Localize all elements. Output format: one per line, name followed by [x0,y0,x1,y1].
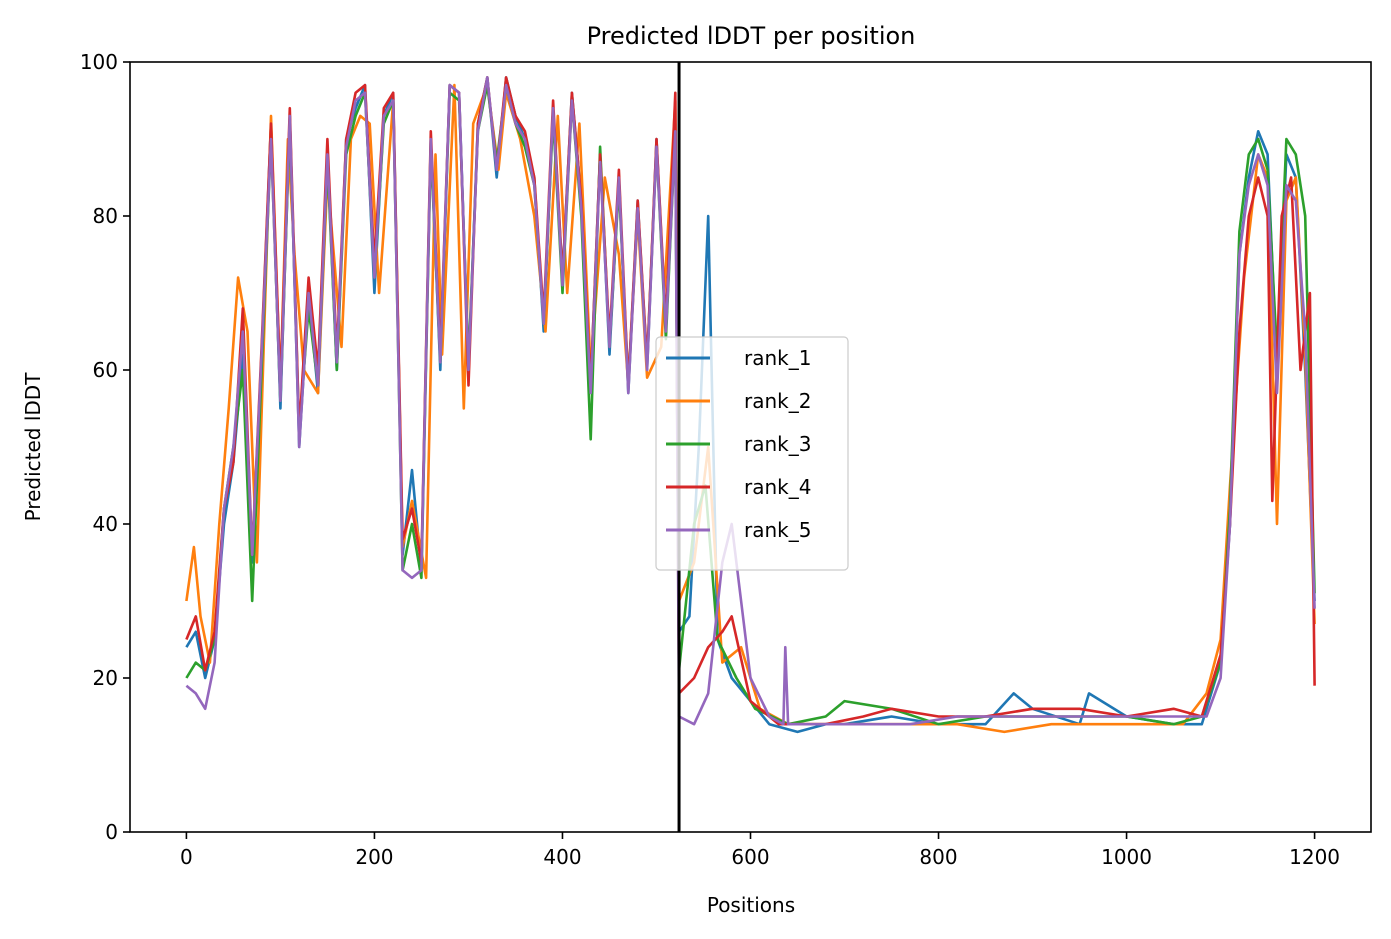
series-layer [185,76,1316,734]
legend-label-rank-5: rank_5 [744,518,811,542]
x-axis-label: Positions [707,893,795,917]
legend-label-rank-4: rank_4 [744,475,811,499]
series-line-rank-5 [185,76,1316,726]
series-line-rank-2 [185,83,1316,734]
legend-label-rank-1: rank_1 [744,346,811,370]
x-tick-label: 1000 [1101,845,1152,869]
x-tick-label: 200 [355,845,393,869]
y-axis-label: Predicted lDDT [21,372,45,522]
y-tick-label: 60 [93,358,118,382]
x-tick-label: 800 [919,845,957,869]
legend-label-rank-2: rank_2 [744,389,811,413]
x-tick-label: 600 [731,845,769,869]
x-tick-label: 1200 [1289,845,1340,869]
x-axis: 0 200 400 600 800 1000 1200 [180,832,1340,869]
y-tick-label: 0 [105,820,118,844]
y-tick-label: 80 [93,204,118,228]
y-axis: 0 20 40 60 80 100 [80,50,130,844]
y-tick-label: 40 [93,512,118,536]
legend-box [655,336,849,571]
chart-title: Predicted lDDT per position [587,22,916,50]
legend: rank_1 rank_2 rank_3 rank_4 rank_5 [655,336,849,571]
x-tick-label: 400 [543,845,581,869]
y-tick-label: 20 [93,666,118,690]
legend-label-rank-3: rank_3 [744,432,811,456]
y-tick-label: 100 [80,50,118,74]
x-tick-label: 0 [180,845,193,869]
